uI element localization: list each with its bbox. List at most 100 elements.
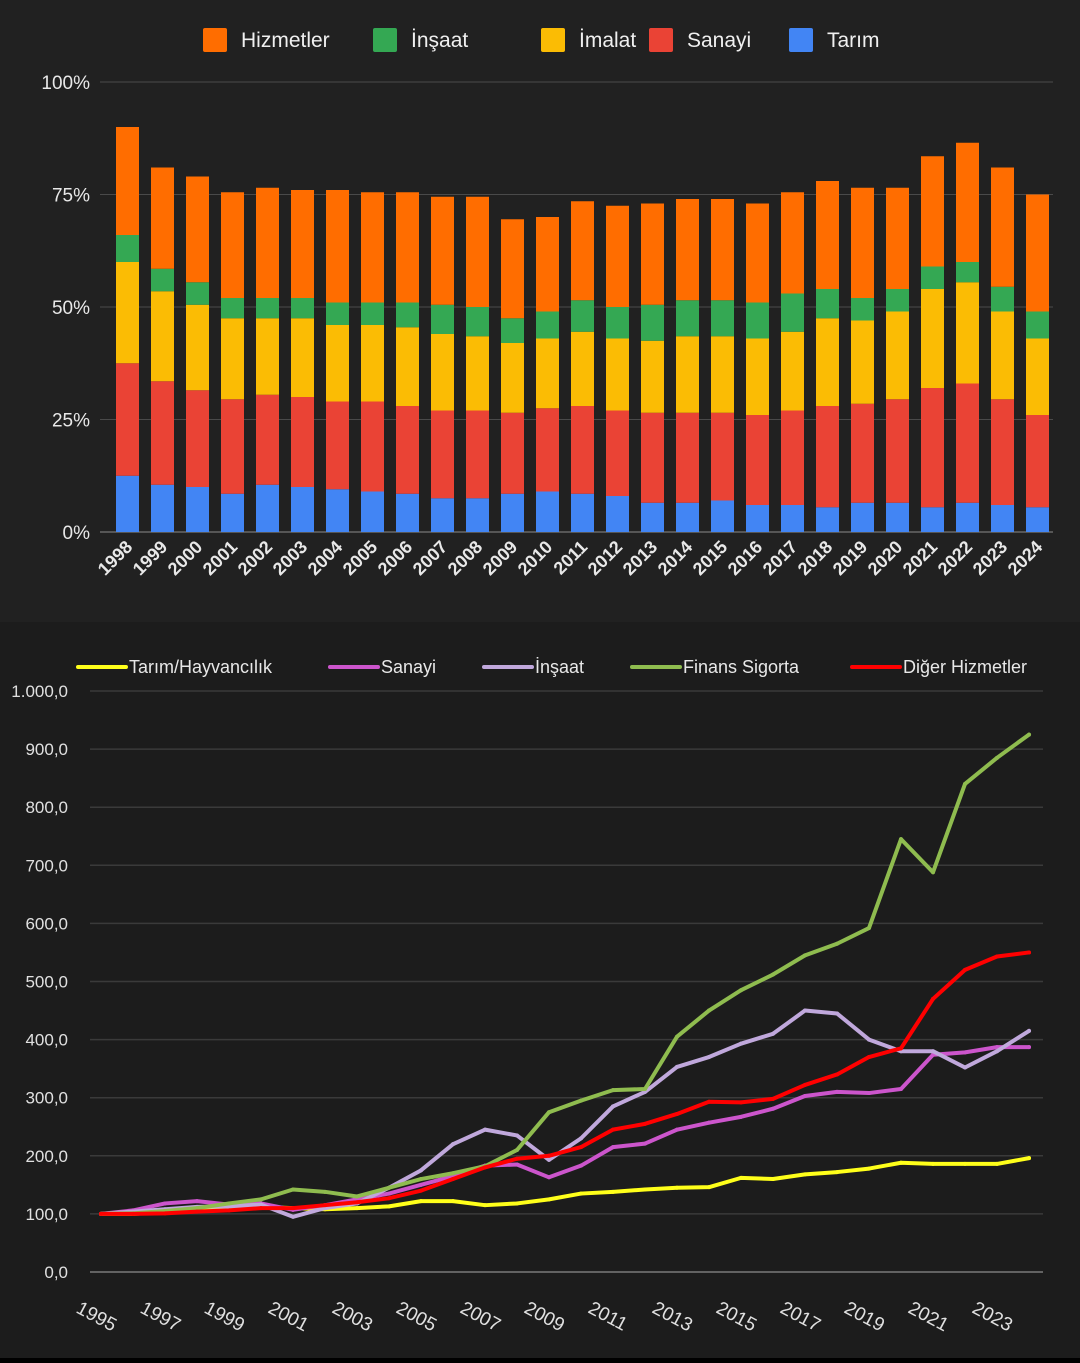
x-tick-label: 2019: [841, 1298, 888, 1336]
bar-sanayi-2017: [781, 410, 804, 505]
x-tick-label: 2011: [550, 537, 592, 579]
bar-tarim-2008: [466, 498, 489, 532]
bar-sanayi-1998: [116, 363, 139, 476]
bar-tarim-2005: [361, 491, 384, 532]
x-tick-label: 2006: [374, 537, 416, 579]
bar-sanayi-2019: [851, 403, 874, 503]
data-point-diger-hizmetler-2007: [483, 1165, 487, 1170]
bar-hizmetler-2017: [781, 192, 804, 294]
x-tick-label: 2023: [969, 1298, 1016, 1336]
bar-hizmetler-2008: [466, 196, 489, 307]
data-point-finans-sigorta-2014: [707, 1008, 711, 1013]
bar-sanayi-2014: [676, 412, 699, 503]
bar-tarim-2016: [746, 505, 769, 532]
bar-tarim-1999: [151, 484, 174, 532]
y-tick-label: 800,0: [25, 798, 68, 817]
data-point-sanayi-2022: [963, 1050, 967, 1055]
x-tick-label: 2001: [265, 1298, 312, 1336]
bar-hizmetler-2006: [396, 192, 419, 303]
bar-hizmetler-2013: [641, 203, 664, 305]
bar-insaat-2015: [711, 300, 734, 337]
data-point-insaat-2024: [1027, 1028, 1031, 1033]
bar-tarim-2024: [1026, 507, 1049, 532]
legend-label-sanayi: Sanayi: [687, 29, 751, 52]
series-line-insaat: [99, 1008, 1031, 1219]
bar-insaat-2001: [221, 298, 244, 319]
legend-swatch-imalat: [541, 28, 565, 52]
bar-imalat-2020: [886, 311, 909, 400]
bar-insaat-2023: [991, 286, 1014, 312]
bar-hizmetler-2019: [851, 187, 874, 298]
bar-sanayi-2002: [256, 394, 279, 485]
y-tick-label: 300,0: [25, 1089, 68, 1108]
legend-label-finans-sigorta: Finans Sigorta: [683, 657, 800, 677]
data-point-insaat-2011: [611, 1104, 615, 1109]
legend-label-hizmetler: Hizmetler: [241, 29, 330, 52]
data-point-sanayi-2018: [835, 1089, 839, 1094]
bar-hizmetler-2012: [606, 205, 629, 307]
bar-hizmetler-1998: [116, 127, 139, 235]
data-point-finans-sigorta-2013: [675, 1034, 679, 1039]
data-point-insaat-2014: [707, 1055, 711, 1060]
data-point-tarim-hayvancilik-2006: [451, 1199, 455, 1204]
bar-imalat-2015: [711, 336, 734, 413]
x-tick-label: 2017: [777, 1298, 824, 1336]
data-point-tarim-hayvancilik-2013: [675, 1185, 679, 1190]
data-point-finans-sigorta-2022: [963, 781, 967, 786]
data-point-insaat-2006: [451, 1142, 455, 1147]
y-tick-label: 600,0: [25, 914, 68, 933]
legend-swatch-sanayi: [649, 28, 673, 52]
data-point-tarim-hayvancilik-2012: [643, 1187, 647, 1192]
data-point-diger-hizmetler-2001: [291, 1206, 295, 1211]
line-chart-panel: 0,0 100,0 200,0 300,0 400,0 500,0 600,0 700,0 80…: [0, 622, 1080, 1358]
x-tick-label: 2024: [1004, 537, 1046, 579]
data-point-tarim-hayvancilik-2018: [835, 1170, 839, 1175]
bar-hizmetler-2001: [221, 192, 244, 298]
bar-imalat-2016: [746, 338, 769, 415]
x-tick-label: 2010: [514, 537, 556, 579]
bar-insaat-2016: [746, 302, 769, 339]
data-point-tarim-hayvancilik-2003: [355, 1206, 359, 1211]
bar-sanayi-1999: [151, 381, 174, 485]
bar-imalat-1998: [116, 262, 139, 364]
data-point-diger-hizmetler-2004: [387, 1196, 391, 1201]
x-tick-label: 2023: [969, 537, 1011, 579]
data-point-sanayi-2011: [611, 1145, 615, 1150]
x-tick-label: 2013: [649, 1298, 696, 1336]
bar-sanayi-2003: [291, 397, 314, 487]
bar-tarim-1998: [116, 475, 139, 532]
x-tick-label: 2017: [759, 537, 801, 579]
x-tick-label: 2013: [619, 537, 661, 579]
bar-tarim-2013: [641, 502, 664, 532]
x-tick-label: 2003: [329, 1298, 376, 1336]
y-tick-label: 700,0: [25, 856, 68, 875]
bar-imalat-2017: [781, 331, 804, 411]
data-point-insaat-2021: [931, 1049, 935, 1054]
data-point-finans-sigorta-2011: [611, 1088, 615, 1093]
bar-imalat-2024: [1026, 338, 1049, 415]
x-tick-label: 1995: [73, 1298, 120, 1336]
data-point-diger-hizmetler-2008: [515, 1156, 519, 1161]
legend-swatch-tarim: [789, 28, 813, 52]
stacked-bar-chart-panel: 0% 25% 50% 75% 100% 1998 1999 2000 2001 2002 2003 2…: [0, 0, 1080, 622]
data-point-sanayi-2024: [1027, 1045, 1031, 1050]
data-point-diger-hizmetler-2012: [643, 1121, 647, 1126]
bar-hizmetler-2014: [676, 199, 699, 301]
x-tick-label: 2021: [905, 1298, 952, 1336]
data-point-diger-hizmetler-2009: [547, 1153, 551, 1158]
data-point-finans-sigorta-2008: [515, 1147, 519, 1152]
data-point-sanayi-1997: [163, 1201, 167, 1206]
bar-sanayi-2021: [921, 388, 944, 508]
bar-tarim-2015: [711, 500, 734, 532]
data-point-insaat-2018: [835, 1011, 839, 1016]
data-point-diger-hizmetler-2023: [995, 954, 999, 959]
bar-tarim-2018: [816, 507, 839, 532]
data-point-finans-sigorta-2005: [419, 1177, 423, 1182]
data-point-insaat-2007: [483, 1127, 487, 1132]
bar-imalat-2011: [571, 331, 594, 406]
data-point-insaat-2009: [547, 1157, 551, 1162]
bar-sanayi-2013: [641, 412, 664, 503]
bar-imalat-2008: [466, 336, 489, 411]
y-tick-label: 0,0: [44, 1263, 68, 1282]
bar-insaat-2010: [536, 311, 559, 339]
